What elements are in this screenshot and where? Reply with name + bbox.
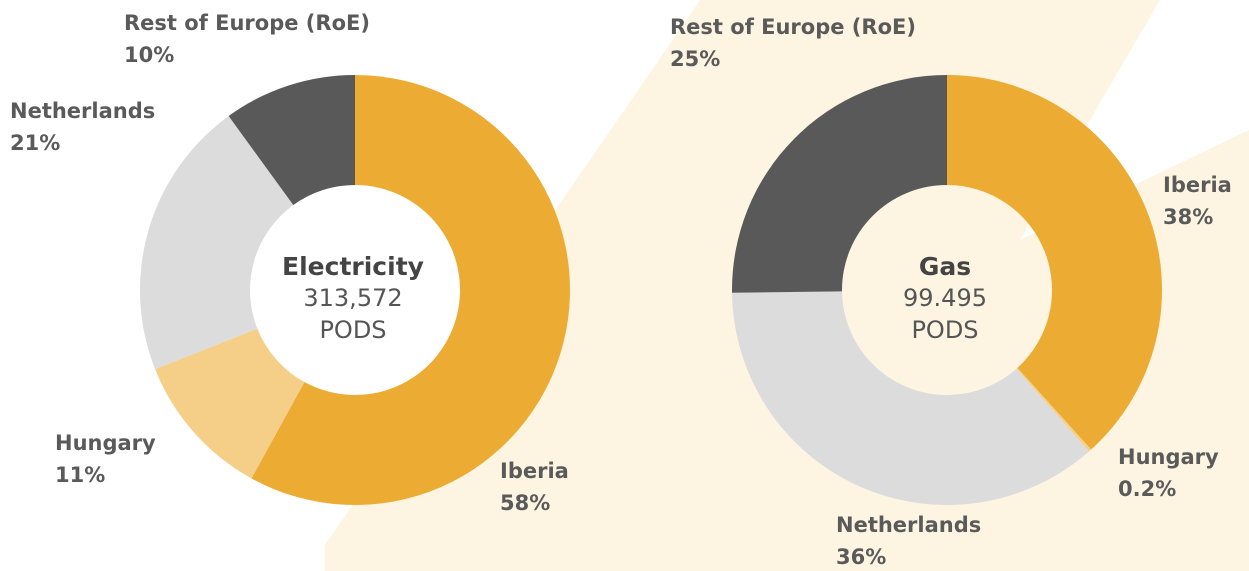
slice-label: Netherlands xyxy=(10,99,155,123)
slice-value: 25% xyxy=(670,47,720,71)
donut-slice xyxy=(1016,367,1092,452)
donut-slice xyxy=(228,75,355,206)
slice-label: Hungary xyxy=(1118,445,1219,469)
donut-slice xyxy=(732,291,1090,505)
slice-label: Netherlands xyxy=(836,513,981,537)
donut-slice xyxy=(732,75,947,293)
slice-label: Hungary xyxy=(55,431,156,455)
donut-slice xyxy=(947,75,1162,450)
slice-value: 11% xyxy=(55,463,105,487)
donut-slice xyxy=(139,116,294,370)
center-label: Electricity xyxy=(282,252,424,281)
slice-value: 0.2% xyxy=(1118,477,1176,501)
center-value: 313,572 xyxy=(303,284,402,312)
center-value: 99.495 xyxy=(903,284,987,312)
slice-label: Iberia xyxy=(500,459,569,483)
slice-value: 21% xyxy=(10,131,60,155)
slice-value: 38% xyxy=(1163,205,1213,229)
center-unit: PODS xyxy=(911,316,978,344)
center-label: Gas xyxy=(919,252,971,281)
slice-value: 10% xyxy=(124,43,174,67)
donut-slice xyxy=(155,328,305,479)
slice-value: 58% xyxy=(500,491,550,515)
slice-label: Iberia xyxy=(1163,173,1232,197)
center-unit: PODS xyxy=(319,316,386,344)
donut-slice xyxy=(251,75,570,505)
slice-label: Rest of Europe (RoE) xyxy=(124,11,370,35)
slice-label: Rest of Europe (RoE) xyxy=(670,15,916,39)
slice-value: 36% xyxy=(836,545,886,569)
